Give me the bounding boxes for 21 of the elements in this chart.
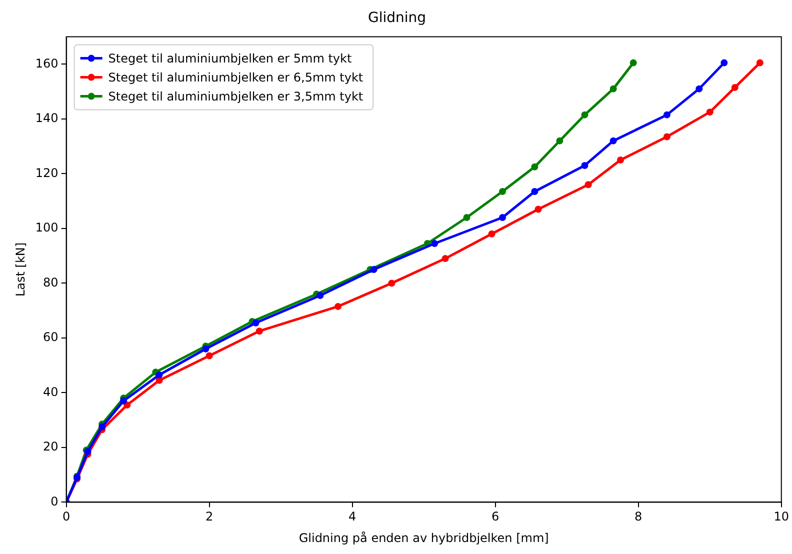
y-tick-label: 0 (50, 494, 58, 508)
y-tick-label: 60 (43, 330, 58, 344)
y-tick-label: 140 (35, 111, 58, 126)
legend-label: Steget til aluminiumbjelken er 5mm tykt (108, 51, 352, 66)
y-tick-label: 160 (35, 56, 58, 70)
x-tick-label: 4 (348, 510, 356, 524)
chart-title: Glidning (368, 10, 426, 26)
x-axis-title: Glidning på enden av hybridbjelken [mm] (298, 530, 549, 545)
legend-label: Steget til aluminiumbjelken er 3,5mm tykt (108, 89, 364, 104)
x-tick-label: 2 (205, 510, 214, 524)
y-tick-label: 100 (35, 220, 58, 235)
y-tick-label: 40 (43, 384, 58, 399)
y-tick-label: 80 (43, 275, 58, 290)
legend-label: Steget til aluminiumbjelken er 6,5mm tykt (108, 70, 364, 84)
x-tick-label: 6 (492, 510, 500, 524)
x-tick-label: 8 (634, 510, 642, 524)
x-tick-label: 10 (774, 510, 790, 524)
y-tick-label: 20 (43, 440, 58, 454)
y-axis-title: Last [kN] (13, 242, 28, 297)
y-tick-label: 120 (35, 166, 58, 180)
x-tick-label: 0 (62, 510, 70, 524)
